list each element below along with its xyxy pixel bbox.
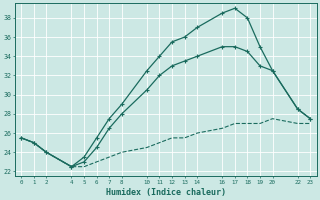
X-axis label: Humidex (Indice chaleur): Humidex (Indice chaleur) xyxy=(106,188,226,197)
